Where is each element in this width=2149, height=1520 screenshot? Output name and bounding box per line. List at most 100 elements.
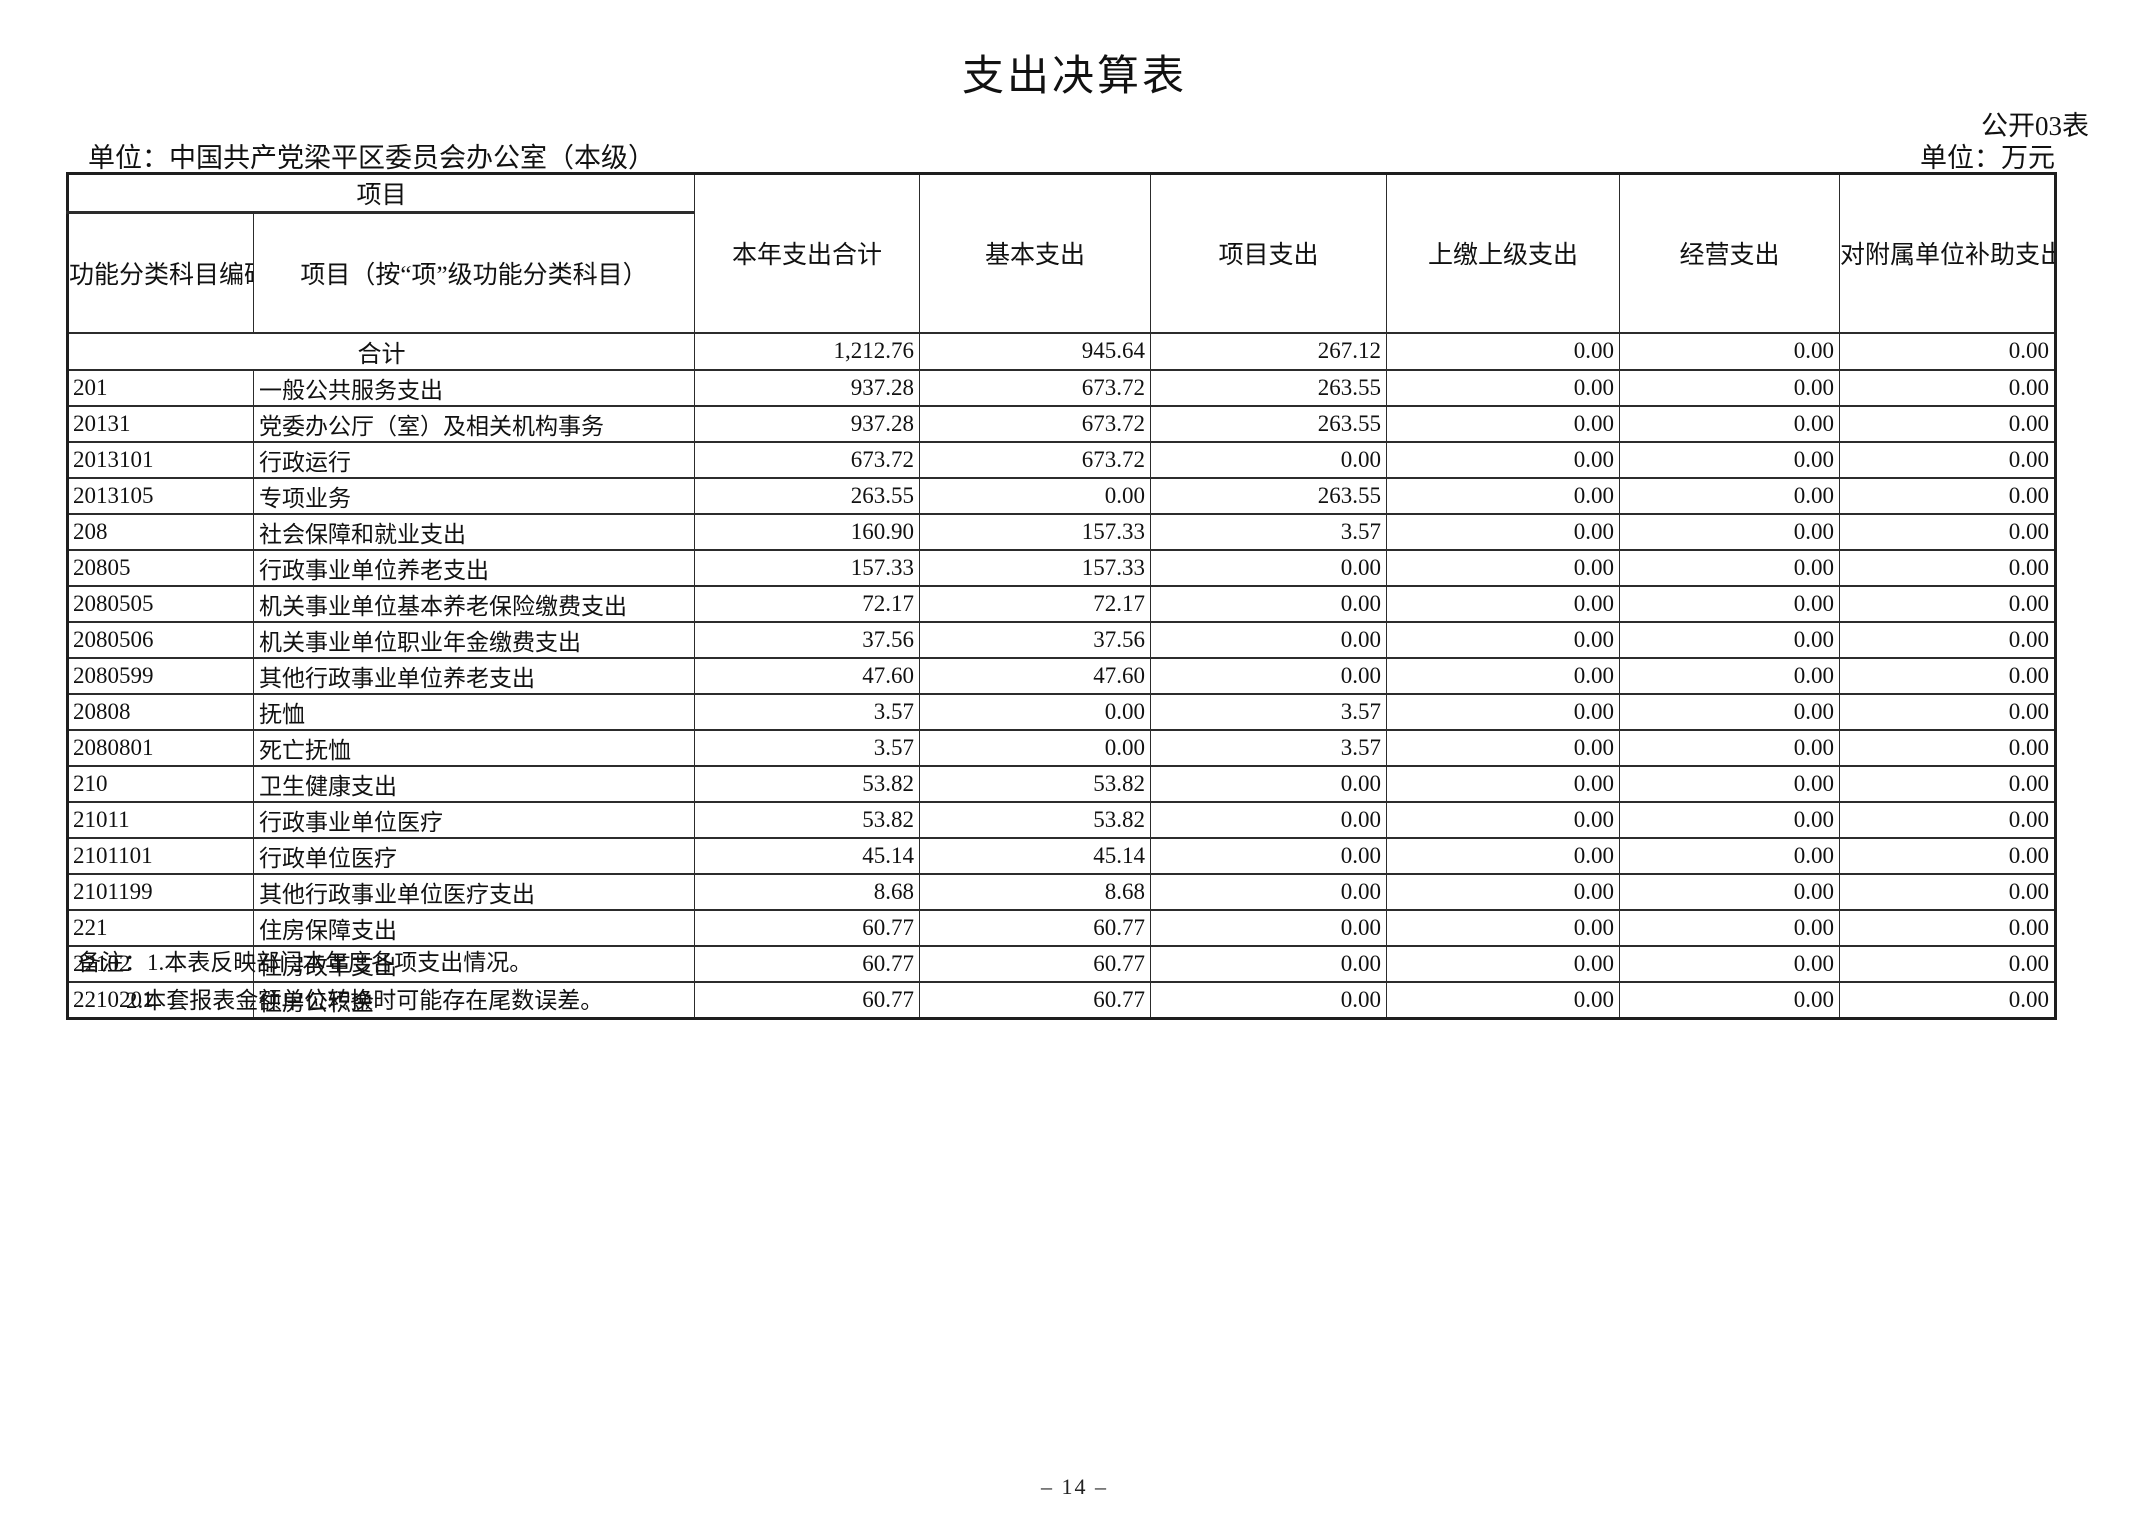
row-value: 0.00 — [1619, 440, 1841, 479]
row-item-name: 一般公共服务支出 — [252, 368, 696, 407]
row-value: 37.56 — [919, 620, 1152, 659]
row-value: 0.00 — [1619, 764, 1841, 803]
row-value: 0.00 — [1150, 584, 1388, 623]
row-value: 53.82 — [919, 764, 1152, 803]
row-value: 60.77 — [694, 980, 921, 1019]
row-value: 0.00 — [1839, 656, 2057, 695]
total-project: 267.12 — [1150, 331, 1388, 371]
row-value: 0.00 — [1839, 728, 2057, 767]
currency-unit-label: 单位：万元 — [1920, 143, 2055, 173]
row-value: 0.00 — [1619, 548, 1841, 587]
row-value: 0.00 — [1839, 692, 2057, 731]
form-code-label: 公开03表 — [1981, 111, 2089, 141]
table-row: 2101199 其他行政事业单位医疗支出 8.68 8.68 0.00 0.00 0.00 0… — [67, 872, 2057, 911]
notes-block: 备注：1.本表反映部门本年度各项支出情况。 2.本套报表金额单位转换时可能存在尾… — [78, 944, 603, 1020]
row-value: 0.00 — [1839, 764, 2057, 803]
total-row-label: 合计 — [66, 331, 696, 371]
row-value: 0.00 — [1619, 728, 1841, 767]
table-row: 22102 住房改革支出 60.77 60.77 0.00 0.00 0.00 0.00 — [67, 944, 2057, 983]
row-value: 0.00 — [1619, 692, 1841, 731]
total-subsidy: 0.00 — [1839, 331, 2057, 371]
row-value: 0.00 — [1386, 980, 1621, 1019]
row-value: 0.00 — [1386, 584, 1621, 623]
row-value: 0.00 — [1839, 368, 2057, 407]
row-value: 673.72 — [919, 368, 1152, 407]
table-row: 21011 行政事业单位医疗 53.82 53.82 0.00 0.00 0.00 0.00 — [67, 800, 2057, 839]
table-row: 2080599 其他行政事业单位养老支出 47.60 47.60 0.00 0.00 0.0… — [67, 656, 2057, 695]
group-header-project: 项目 — [66, 172, 696, 214]
row-value: 0.00 — [1619, 656, 1841, 695]
row-value: 263.55 — [1150, 404, 1388, 443]
row-value: 0.00 — [1839, 620, 2057, 659]
expenditure-table: 项目 本年支出合计 基本支出 项目支出 上缴上级支出 经营支出 对附属单位补助支… — [66, 172, 2058, 1020]
row-value: 0.00 — [1839, 872, 2057, 911]
row-value: 0.00 — [1150, 944, 1388, 983]
row-value: 263.55 — [1150, 476, 1388, 515]
total-operating: 0.00 — [1619, 331, 1841, 371]
row-value: 0.00 — [919, 692, 1152, 731]
col-header-subsidy: 对附属单位补助支出 — [1839, 172, 2057, 334]
row-value: 3.57 — [1150, 512, 1388, 551]
table-body: 合计 1,212.76 945.64 267.12 0.00 0.00 0.00… — [66, 331, 2057, 1019]
row-value: 0.00 — [1839, 944, 2057, 983]
row-item-name: 住房改革支出 — [252, 944, 696, 983]
row-value: 157.33 — [919, 512, 1152, 551]
row-code: 2101101 — [67, 836, 254, 875]
row-value: 937.28 — [694, 404, 921, 443]
row-item-name: 行政单位医疗 — [252, 836, 696, 875]
row-value: 673.72 — [919, 404, 1152, 443]
row-value: 60.77 — [919, 944, 1152, 983]
row-value: 0.00 — [1150, 872, 1388, 911]
row-code: 2080505 — [67, 584, 254, 623]
row-value: 0.00 — [1386, 512, 1621, 551]
row-value: 0.00 — [1619, 476, 1841, 515]
row-value: 0.00 — [1619, 620, 1841, 659]
row-item-name: 其他行政事业单位养老支出 — [252, 656, 696, 695]
row-value: 0.00 — [1150, 980, 1388, 1019]
row-value: 60.77 — [919, 980, 1152, 1019]
note-text-2: 2.本套报表金额单位转换时可能存在尾数误差。 — [126, 988, 604, 1013]
row-value: 0.00 — [1839, 512, 2057, 551]
table-row: 208 社会保障和就业支出 160.90 157.33 3.57 0.00 0.00 0.00 — [67, 512, 2057, 551]
row-value: 0.00 — [1619, 980, 1841, 1019]
row-code: 221 — [67, 908, 254, 947]
row-item-name: 党委办公厅（室）及相关机构事务 — [252, 404, 696, 443]
col-header-project-exp: 项目支出 — [1150, 172, 1388, 334]
row-code: 208 — [67, 512, 254, 551]
row-item-name: 专项业务 — [252, 476, 696, 515]
row-value: 47.60 — [919, 656, 1152, 695]
table-row: 221 住房保障支出 60.77 60.77 0.00 0.00 0.00 0.00 — [67, 908, 2057, 947]
row-item-name: 机关事业单位基本养老保险缴费支出 — [252, 584, 696, 623]
row-item-name: 社会保障和就业支出 — [252, 512, 696, 551]
row-item-name: 抚恤 — [252, 692, 696, 731]
row-item-name: 卫生健康支出 — [252, 764, 696, 803]
table-row: 2080506 机关事业单位职业年金缴费支出 37.56 37.56 0.00 0.00 0… — [67, 620, 2057, 659]
row-value: 263.55 — [1150, 368, 1388, 407]
row-value: 0.00 — [1386, 800, 1621, 839]
row-value: 60.77 — [694, 908, 921, 947]
row-value: 37.56 — [694, 620, 921, 659]
table-row: 2101101 行政单位医疗 45.14 45.14 0.00 0.00 0.00 0.00 — [67, 836, 2057, 875]
table-row: 2080505 机关事业单位基本养老保险缴费支出 72.17 72.17 0.00 0.0… — [67, 584, 2057, 623]
total-upper-level: 0.00 — [1386, 331, 1621, 371]
row-value: 157.33 — [694, 548, 921, 587]
row-value: 0.00 — [1839, 476, 2057, 515]
row-value: 0.00 — [1839, 800, 2057, 839]
row-value: 0.00 — [1619, 512, 1841, 551]
group-header-row: 项目 本年支出合计 基本支出 项目支出 上缴上级支出 经营支出 对附属单位补助支… — [66, 172, 2057, 334]
note-line-1: 备注：1.本表反映部门本年度各项支出情况。 — [78, 944, 603, 982]
row-value: 0.00 — [1619, 404, 1841, 443]
row-code: 22102 — [67, 944, 254, 983]
row-item-name: 行政运行 — [252, 440, 696, 479]
unit-name-label: 单位：中国共产党梁平区委员会办公室（本级） — [88, 143, 655, 173]
row-value: 0.00 — [1619, 908, 1841, 947]
row-value: 3.57 — [1150, 728, 1388, 767]
row-value: 3.57 — [1150, 692, 1388, 731]
row-code: 21011 — [67, 800, 254, 839]
row-value: 0.00 — [1619, 368, 1841, 407]
row-code: 201 — [67, 368, 254, 407]
row-value: 0.00 — [1150, 440, 1388, 479]
row-value: 0.00 — [1619, 800, 1841, 839]
row-value: 0.00 — [1386, 620, 1621, 659]
row-value: 673.72 — [919, 440, 1152, 479]
